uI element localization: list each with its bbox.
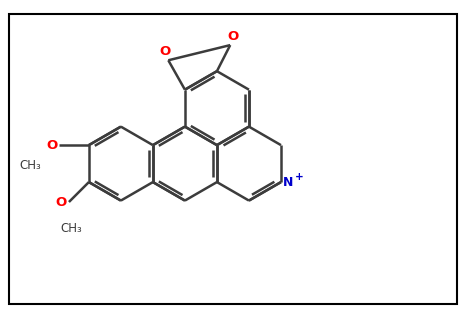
Text: O: O [56, 197, 67, 209]
Text: +: + [295, 172, 304, 182]
Text: CH₃: CH₃ [19, 158, 41, 172]
Text: CH₃: CH₃ [61, 222, 82, 234]
Text: O: O [228, 30, 239, 43]
Text: O: O [160, 45, 171, 59]
Text: O: O [46, 139, 57, 151]
Text: N: N [283, 176, 294, 189]
